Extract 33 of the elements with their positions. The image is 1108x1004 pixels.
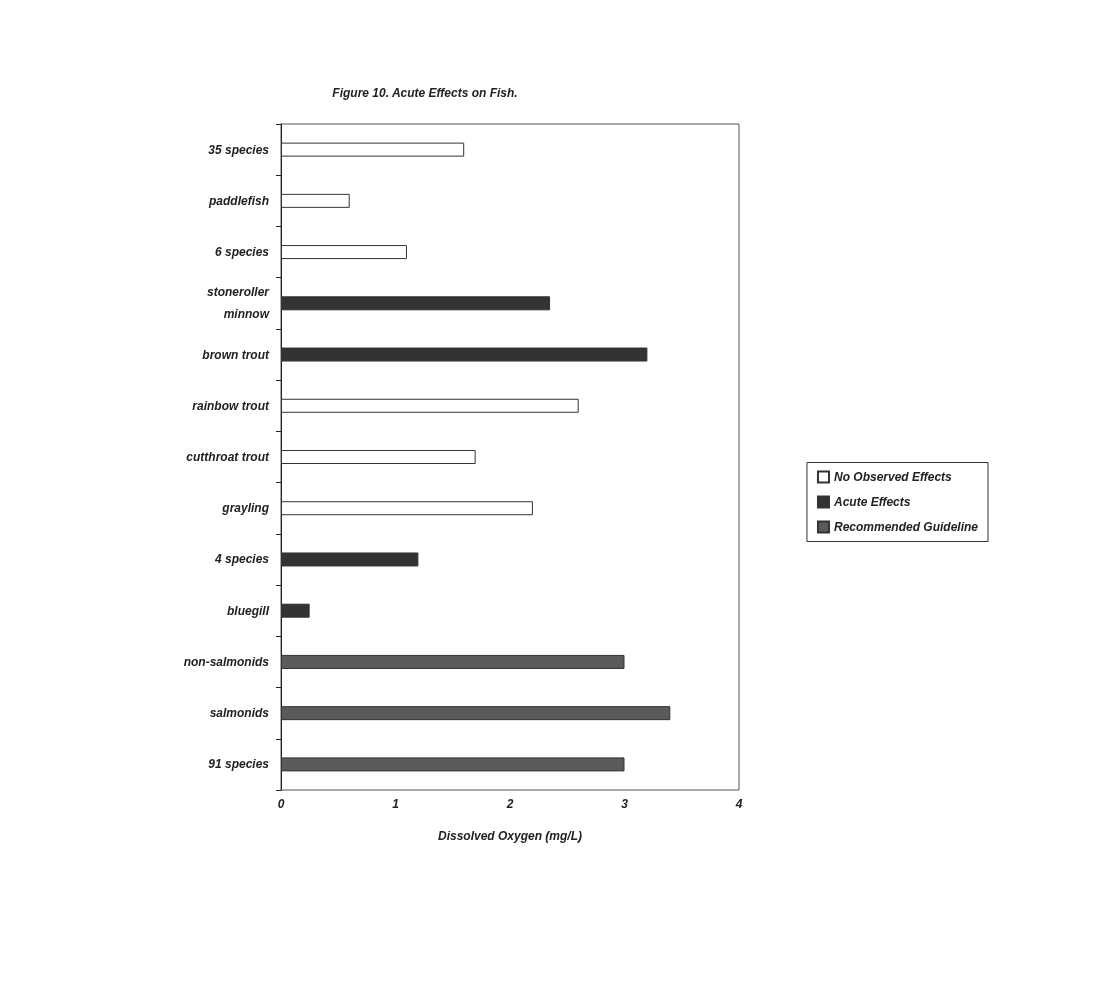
y-tick-label: non-salmonids [183,654,270,669]
y-tick-label: grayling [221,501,270,516]
bar [281,398,579,413]
bar [281,450,476,464]
y-tick-label: stoneroller minnow [206,285,271,322]
y-tick-label: 35 species [208,142,270,157]
y-tick-label: 91 species [208,757,270,772]
y-tick-label: 6 species [214,245,270,260]
x-tick-label: 3 [621,797,629,811]
legend-label: Recommended Guideline [833,520,979,534]
y-tick-label: rainbow trout [192,398,270,413]
chart-title: Figure 10. Acute Effects on Fish. [332,86,518,100]
x-axis-title: Dissolved Oxygen (mg/L) [437,829,583,843]
y-tick-label: brown trout [202,347,270,362]
bar [281,296,551,311]
x-tick-label: 2 [505,797,514,811]
bar [281,142,465,157]
y-tick-label: cutthroat trout [186,450,270,464]
y-tick-label: bluegill [227,603,270,618]
bar [281,552,419,567]
legend-label: No Observed Effects [833,470,953,484]
bar [281,347,648,362]
x-tick-label: 1 [392,797,400,811]
legend-label: Acute Effects [832,495,911,509]
bar [281,245,407,260]
x-tick-label: 0 [277,797,285,811]
y-tick-label: 4 species [213,552,270,567]
y-tick-label: salmonids [209,706,270,721]
bar [281,193,350,208]
x-tick-label: 4 [734,797,743,811]
y-tick-label: paddlefish [207,193,269,208]
bar [281,501,533,516]
bar [281,603,310,618]
